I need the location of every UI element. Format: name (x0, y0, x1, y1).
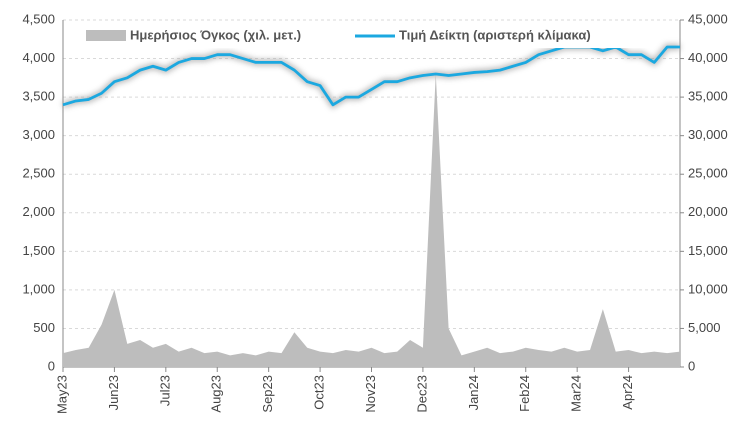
y2-tick-label: 35,000 (688, 89, 728, 104)
x-tick-label: May23 (54, 375, 69, 414)
y-tick-label: 3,000 (22, 127, 55, 142)
y-tick-label: 2,000 (22, 204, 55, 219)
y-tick-label: 0 (48, 358, 55, 373)
y-tick-label: 1,500 (22, 243, 55, 258)
x-tick-label: Jan24 (466, 375, 481, 410)
x-tick-label: Feb24 (517, 375, 532, 412)
x-tick-label: Jun23 (106, 375, 121, 410)
x-tick-label: Apr24 (620, 375, 635, 410)
x-tick-label: Nov23 (363, 375, 378, 413)
y2-tick-label: 15,000 (688, 243, 728, 258)
y2-tick-label: 45,000 (688, 11, 728, 26)
volume-area (63, 73, 680, 367)
y2-tick-label: 30,000 (688, 127, 728, 142)
line-glow (62, 43, 680, 109)
legend-label: Τιμή Δείκτη (αριστερή κλίμακα) (399, 27, 591, 42)
y2-tick-label: 5,000 (688, 320, 721, 335)
y2-tick-label: 20,000 (688, 204, 728, 219)
y2-tick-label: 10,000 (688, 281, 728, 296)
legend-swatch (86, 30, 126, 41)
y-tick-label: 2,500 (22, 166, 55, 181)
y-tick-label: 1,000 (22, 281, 55, 296)
legend-label: Ημερήσιος Όγκος (χιλ. μετ.) (130, 27, 301, 42)
y2-tick-label: 0 (688, 358, 695, 373)
x-tick-label: Aug23 (209, 375, 224, 413)
y-tick-label: 3,500 (22, 89, 55, 104)
y2-tick-label: 25,000 (688, 166, 728, 181)
y2-tick-label: 40,000 (688, 50, 728, 65)
index-line (62, 45, 680, 107)
x-tick-label: Oct23 (312, 375, 327, 410)
x-tick-label: Jul23 (157, 375, 172, 406)
x-tick-label: Sep23 (260, 375, 275, 413)
x-tick-label: Mar24 (569, 375, 584, 412)
y-tick-label: 4,500 (22, 11, 55, 26)
x-tick-label: Dec23 (414, 375, 429, 413)
y-tick-label: 4,000 (22, 50, 55, 65)
y-tick-label: 500 (33, 320, 55, 335)
